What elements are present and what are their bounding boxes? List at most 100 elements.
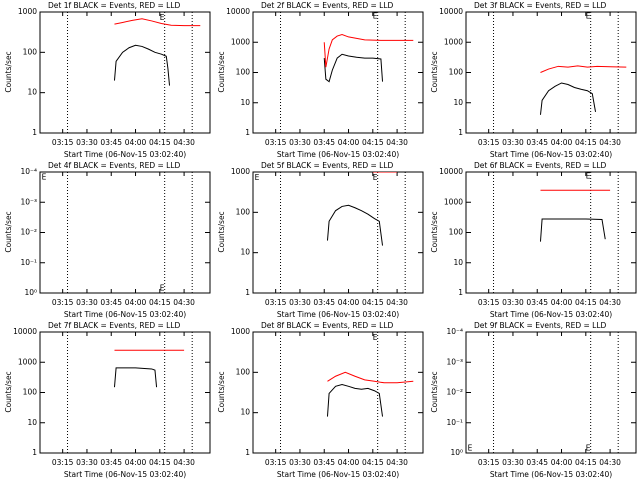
x-tick-label: 03:30	[502, 298, 524, 307]
chart-title: Det 2f BLACK = Events, RED = LLD	[261, 1, 394, 10]
y-axis-label: Counts/sec	[4, 51, 13, 92]
x-tick-label: 03:45	[313, 138, 335, 147]
data-line	[540, 65, 627, 73]
panel: Det 9f BLACK = Events, RED = LLD Start Ti…	[430, 321, 637, 479]
y-tick-label: 10⁻⁴	[446, 327, 463, 336]
y-tick-label: 1	[458, 128, 463, 137]
panel: Det 7f BLACK = Events, RED = LLD Start Ti…	[4, 321, 211, 479]
annotation: E	[255, 173, 260, 182]
annotation: E	[586, 172, 591, 181]
y-tick-label: 10	[27, 88, 37, 97]
chart-title: Det 8f BLACK = Events, RED = LLD	[261, 321, 394, 330]
x-tick-label: 04:30	[173, 298, 195, 307]
y-tick-label: 10	[453, 258, 463, 267]
y-tick-label: 10⁰	[450, 448, 463, 457]
y-axis-label: Counts/sec	[217, 371, 226, 412]
x-tick-label: 03:30	[502, 138, 524, 147]
chart-title: Det 9f BLACK = Events, RED = LLD	[474, 321, 607, 330]
x-tick-label: 04:30	[386, 298, 408, 307]
panel: Det 8f BLACK = Events, RED = LLD Start Ti…	[217, 321, 424, 479]
y-tick-label: 10	[240, 408, 250, 417]
chart-title: Det 1f BLACK = Events, RED = LLD	[48, 1, 181, 10]
x-axis-label: Start Time (06-Nov-15 03:02:40)	[64, 470, 186, 479]
x-tick-label: 03:45	[526, 298, 548, 307]
panel: Det 3f BLACK = Events, RED = LLD Start Ti…	[430, 1, 637, 159]
x-tick-label: 03:45	[526, 458, 548, 467]
y-tick-label: 100	[449, 68, 464, 77]
panel: Det 2f BLACK = Events, RED = LLD Start Ti…	[217, 1, 424, 159]
x-tick-label: 03:30	[76, 138, 98, 147]
x-tick-label: 04:15	[575, 458, 597, 467]
y-tick-label: 100	[236, 207, 251, 216]
x-tick-label: 04:15	[149, 298, 171, 307]
y-tick-label: 10⁻²	[446, 388, 463, 397]
chart-title: Det 4f BLACK = Events, RED = LLD	[48, 161, 181, 170]
y-tick-label: 1	[32, 448, 37, 457]
x-tick-label: 03:15	[478, 138, 500, 147]
x-tick-label: 04:00	[125, 298, 147, 307]
data-line	[327, 371, 414, 384]
annotation: E	[373, 173, 378, 182]
x-tick-label: 03:45	[313, 298, 335, 307]
annotation: E	[373, 333, 378, 342]
y-axis-label: Counts/sec	[217, 211, 226, 252]
x-tick-label: 04:30	[599, 138, 621, 147]
x-tick-label: 03:15	[52, 298, 74, 307]
x-tick-label: 04:30	[173, 138, 195, 147]
x-tick-label: 04:00	[551, 138, 573, 147]
x-tick-label: 04:15	[149, 458, 171, 467]
y-axis-label: Counts/sec	[430, 51, 439, 92]
y-tick-label: 1000	[231, 327, 250, 336]
x-axis-label: Start Time (06-Nov-15 03:02:40)	[64, 150, 186, 159]
y-tick-label: 100	[236, 68, 251, 77]
x-tick-label: 03:30	[289, 298, 311, 307]
plot-frame	[39, 11, 211, 134]
x-axis-label: Start Time (06-Nov-15 03:02:40)	[277, 150, 399, 159]
panel: Det 1f BLACK = Events, RED = LLD Start Ti…	[4, 1, 211, 159]
panel: Det 4f BLACK = Events, RED = LLD Start Ti…	[4, 161, 211, 319]
annotation: E	[42, 172, 47, 181]
x-tick-label: 03:30	[76, 298, 98, 307]
x-tick-label: 04:30	[386, 458, 408, 467]
y-tick-label: 1000	[444, 197, 463, 206]
plot-frame	[465, 331, 637, 454]
x-tick-label: 04:00	[551, 458, 573, 467]
x-tick-label: 03:45	[100, 458, 122, 467]
y-tick-label: 1	[245, 288, 250, 297]
x-tick-label: 03:15	[265, 298, 287, 307]
x-tick-label: 03:15	[265, 138, 287, 147]
plot-frame	[252, 171, 424, 294]
x-tick-label: 04:00	[338, 138, 360, 147]
plot-frame	[252, 331, 424, 454]
y-axis-label: Counts/sec	[217, 51, 226, 92]
data-line	[113, 44, 171, 86]
x-tick-label: 03:30	[502, 458, 524, 467]
x-axis-label: Start Time (06-Nov-15 03:02:40)	[490, 310, 612, 319]
y-tick-label: 10000	[226, 7, 250, 16]
x-tick-label: 04:00	[125, 138, 147, 147]
y-tick-label: 10⁻³	[20, 197, 37, 206]
x-tick-label: 03:15	[478, 458, 500, 467]
y-tick-label: 10⁻³	[446, 357, 463, 366]
x-tick-label: 04:30	[599, 458, 621, 467]
x-tick-label: 03:15	[265, 458, 287, 467]
x-tick-label: 04:15	[362, 138, 384, 147]
annotation: E	[160, 13, 165, 22]
x-tick-label: 04:15	[362, 458, 384, 467]
panel: Det 5f BLACK = Events, RED = LLD Start Ti…	[217, 161, 424, 319]
panel: Det 6f BLACK = Events, RED = LLD Start Ti…	[430, 161, 637, 319]
y-tick-label: 10	[240, 98, 250, 107]
data-line	[114, 18, 201, 27]
y-tick-label: 10	[453, 98, 463, 107]
x-tick-label: 04:00	[551, 298, 573, 307]
x-axis-label: Start Time (06-Nov-15 03:02:40)	[277, 470, 399, 479]
y-tick-label: 100	[23, 388, 38, 397]
y-tick-label: 100	[23, 47, 38, 56]
y-axis-label: Counts/sec	[4, 211, 13, 252]
data-line	[326, 383, 384, 417]
y-tick-label: 100	[236, 367, 251, 376]
x-tick-label: 03:45	[100, 298, 122, 307]
x-tick-label: 04:00	[338, 458, 360, 467]
y-tick-label: 10000	[439, 167, 463, 176]
